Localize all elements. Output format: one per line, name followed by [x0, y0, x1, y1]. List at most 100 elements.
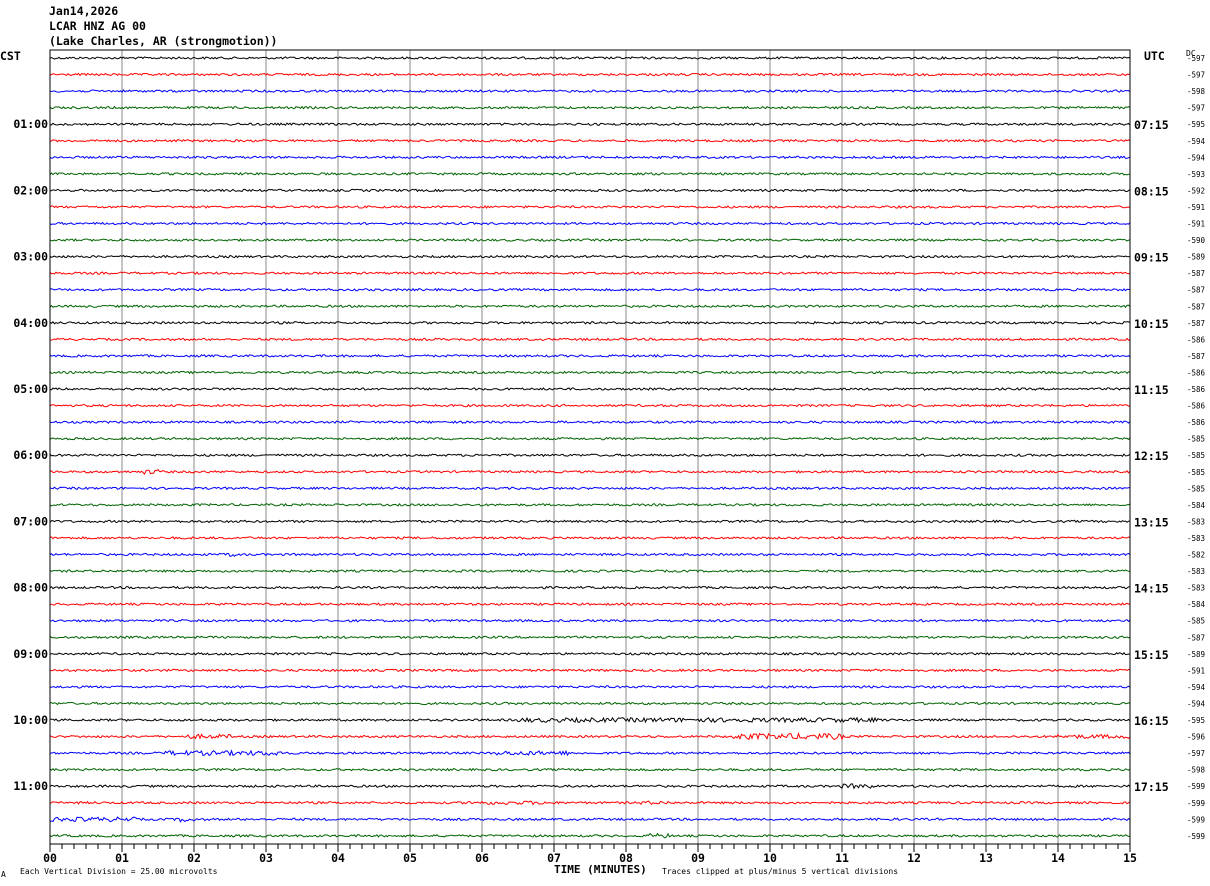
dc-offset-19: -586 [1187, 368, 1206, 377]
dc-offset-13: -587 [1187, 269, 1205, 278]
trace-35 [49, 635, 1131, 640]
dc-offset-22: -586 [1187, 418, 1206, 427]
dc-offset-34: -585 [1187, 617, 1205, 626]
dc-offset-6: -594 [1187, 153, 1206, 162]
dc-offset-35: -587 [1187, 633, 1205, 642]
dc-offset-32: -583 [1187, 584, 1205, 593]
dc-offset-10: -591 [1187, 220, 1205, 229]
trace-5 [49, 138, 1131, 143]
dc-offset-25: -585 [1187, 468, 1205, 477]
trace-47 [49, 832, 1131, 839]
dc-offset-28: -583 [1187, 517, 1205, 526]
left-hour-label: 04:00 [13, 316, 48, 330]
trace-30 [49, 552, 1131, 557]
dc-offset-17: -586 [1187, 335, 1206, 344]
x-tick-label: 03 [259, 851, 273, 865]
x-tick-label: 10 [763, 851, 777, 865]
right-hour-label: 09:15 [1134, 251, 1169, 265]
traces [49, 56, 1131, 839]
right-hour-label: 15:15 [1134, 648, 1169, 662]
trace-45 [49, 800, 1131, 806]
x-tick-label: 14 [1051, 851, 1065, 865]
dc-offset-44: -599 [1187, 782, 1205, 791]
trace-3 [49, 105, 1131, 110]
x-tick-label: 05 [403, 851, 417, 865]
dc-offset-12: -589 [1187, 253, 1205, 262]
left-hour-label: 07:00 [13, 514, 48, 528]
trace-23 [49, 436, 1131, 441]
trace-10 [49, 221, 1131, 226]
trace-33 [50, 602, 1131, 607]
dc-offset-33: -584 [1187, 600, 1206, 609]
x-tick-label: 07 [547, 851, 561, 865]
dc-offset-3: -597 [1187, 104, 1205, 113]
plot-frame [49, 49, 1131, 845]
x-tick-label: 11 [835, 851, 849, 865]
left-hour-label: 09:00 [13, 647, 48, 661]
dc-offset-31: -583 [1187, 567, 1205, 576]
x-axis-title: TIME (MINUTES) [554, 863, 647, 876]
trace-19 [49, 370, 1131, 375]
grid [49, 50, 1131, 852]
trace-38 [49, 685, 1131, 689]
chart-date: Jan14,2026 [49, 4, 119, 18]
left-hour-label: 06:00 [13, 448, 48, 462]
dc-offset-45: -599 [1187, 799, 1205, 808]
trace-36 [49, 651, 1131, 656]
trace-32 [49, 585, 1130, 590]
dc-offset-2: -598 [1187, 87, 1206, 96]
chart-location: (Lake Charles, AR (strongmotion)) [49, 34, 278, 48]
dc-offset-30: -582 [1187, 551, 1205, 560]
clip-note: Traces clipped at plus/minus 5 vertical … [662, 867, 899, 876]
right-hour-label: 17:15 [1134, 780, 1169, 794]
trace-24 [49, 453, 1131, 458]
dc-offset-27: -584 [1187, 501, 1206, 510]
x-tick-label: 01 [115, 851, 129, 865]
dc-offset-46: -599 [1187, 815, 1205, 824]
dc-offset-41: -596 [1187, 733, 1206, 742]
dc-offset-1: -597 [1187, 71, 1205, 80]
trace-0 [49, 56, 1131, 60]
left-hour-label: 01:00 [13, 117, 48, 131]
dc-offset-43: -598 [1187, 766, 1206, 775]
x-tick-label: 04 [331, 851, 345, 865]
dc-offset-18: -587 [1187, 352, 1205, 361]
trace-16 [49, 320, 1131, 325]
trace-31 [49, 569, 1131, 573]
trace-28 [49, 519, 1131, 524]
trace-15 [49, 304, 1131, 309]
trace-13 [49, 271, 1131, 276]
trace-7 [49, 171, 1131, 176]
trace-9 [49, 205, 1131, 209]
trace-20 [49, 387, 1131, 391]
right-hour-label: 12:15 [1134, 449, 1169, 463]
chart-station: LCAR HNZ AG 00 [49, 19, 146, 33]
dc-offset-11: -590 [1187, 236, 1206, 245]
trace-6 [49, 155, 1131, 160]
x-tick-label: 09 [691, 851, 705, 865]
dc-offset-23: -585 [1187, 435, 1205, 444]
dc-offset-38: -594 [1187, 683, 1206, 692]
x-tick-label: 15 [1123, 851, 1137, 865]
trace-11 [49, 238, 1131, 242]
trace-39 [50, 701, 1131, 706]
dc-offset-24: -585 [1187, 451, 1205, 460]
dc-offset-5: -594 [1187, 137, 1206, 146]
left-hour-label: 05:00 [13, 382, 48, 396]
right-hour-label: 14:15 [1134, 582, 1169, 596]
trace-37 [49, 668, 1131, 673]
x-tick-label: 12 [907, 851, 921, 865]
right-hour-label: 11:15 [1134, 383, 1169, 397]
left-hour-label: 10:00 [13, 713, 48, 727]
trace-2 [49, 89, 1131, 93]
scale-note: Each Vertical Division = 25.00 microvolt… [20, 867, 218, 876]
trace-8 [49, 188, 1131, 193]
x-tick-label: 08 [619, 851, 633, 865]
left-hour-label: 03:00 [13, 250, 48, 264]
trace-46 [49, 816, 1131, 823]
dc-offset-29: -583 [1187, 534, 1205, 543]
trace-41 [49, 731, 1131, 741]
x-tick-label: 13 [979, 851, 993, 865]
dc-offset-47: -599 [1187, 832, 1205, 841]
